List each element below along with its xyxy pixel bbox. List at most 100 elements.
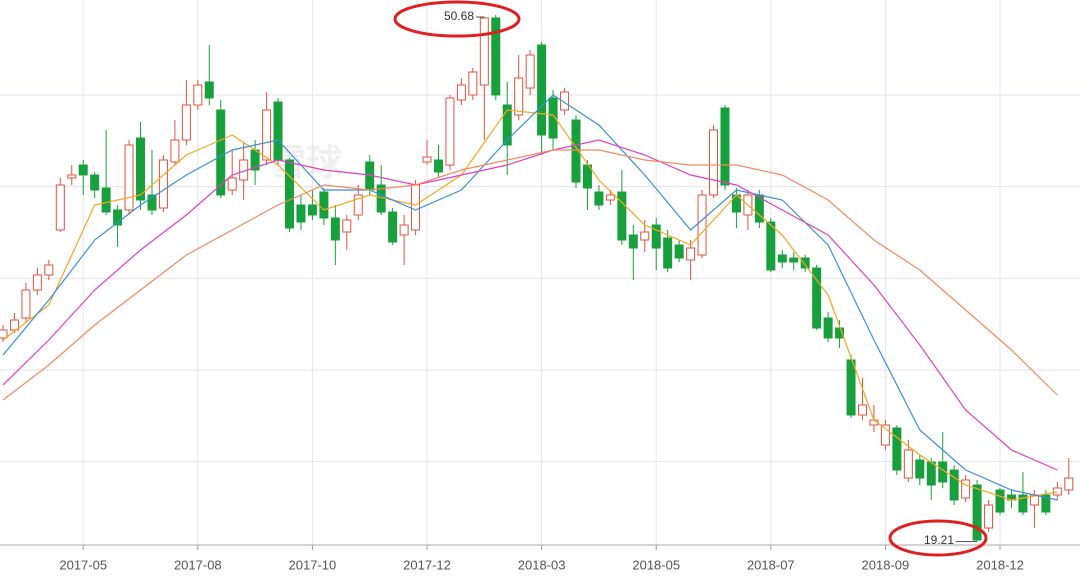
candle-body [835, 327, 845, 339]
candle-body [858, 404, 867, 416]
x-tick-label: 2017-10 [289, 557, 337, 572]
candle-body [617, 191, 627, 241]
candle-body [961, 479, 971, 499]
candle-body [262, 109, 272, 161]
moving-average [2, 149, 1058, 401]
annotation-label: 50.68 [444, 9, 474, 23]
x-tick-label: 2017-05 [59, 557, 107, 572]
candle-body [204, 81, 214, 99]
candle-body [319, 191, 329, 219]
candle-body [216, 109, 226, 196]
candle-body [388, 211, 398, 243]
candle-body [170, 139, 180, 163]
x-tick-label: 2017-12 [403, 557, 451, 572]
candle-body [227, 177, 237, 191]
candle-body [823, 317, 833, 339]
candle-body [548, 97, 558, 139]
candle-body [330, 217, 340, 241]
candle-body [514, 77, 524, 116]
candle-body [67, 174, 77, 179]
candle-body [136, 137, 146, 201]
x-tick-label: 2018-03 [518, 557, 566, 572]
candle-body [285, 159, 294, 229]
candle-body [571, 119, 581, 183]
candle-body [55, 184, 65, 231]
candle-body [525, 54, 535, 89]
candle-body [0, 329, 8, 339]
candle-body [32, 274, 42, 291]
candle-body [800, 257, 810, 269]
candle-body [812, 267, 822, 329]
candle-body [44, 264, 54, 276]
candle-body [433, 159, 443, 173]
candle-body [846, 359, 856, 416]
highlight-ellipse [888, 519, 988, 557]
moving-average [2, 94, 1058, 501]
candle-body [903, 449, 913, 479]
candle-body [468, 71, 478, 96]
candle-body [651, 224, 661, 249]
candle-body [147, 194, 157, 211]
candle-body [411, 184, 421, 231]
candle-body [101, 187, 111, 213]
moving-average [2, 109, 1058, 501]
candle-body [307, 204, 317, 216]
candle-body [582, 164, 592, 189]
candle-body [949, 469, 959, 501]
candle-body [296, 204, 306, 223]
x-tick-label: 2018-07 [747, 557, 795, 572]
candle-body [995, 489, 1005, 513]
x-tick-label: 2018-12 [976, 557, 1024, 572]
candle-body [628, 234, 638, 249]
candle-body [709, 129, 719, 196]
candle-body [193, 84, 203, 106]
candle-body [984, 504, 994, 529]
candle-body [9, 319, 19, 331]
candle-body [1018, 494, 1028, 513]
candle-body [663, 237, 673, 269]
candle-body [422, 156, 432, 163]
annotation-label: 19.21 [924, 533, 954, 547]
candle-body [456, 84, 466, 101]
candle-body [491, 17, 501, 96]
candle-body [674, 244, 684, 259]
candle-body [158, 159, 168, 209]
candle-body [560, 91, 570, 111]
candle-body [594, 191, 604, 206]
candle-body [972, 484, 982, 541]
candle-body [124, 144, 134, 211]
candle-body [181, 104, 191, 141]
x-tick-label: 2018-05 [632, 557, 680, 572]
candle-body [342, 219, 352, 233]
highlight-ellipse [393, 0, 521, 38]
candle-body [445, 97, 455, 166]
candle-body [353, 194, 363, 216]
candle-body [537, 44, 547, 136]
candle-body [21, 289, 31, 319]
candle-body [926, 461, 936, 486]
candle-body [640, 231, 650, 241]
candle-body [78, 164, 88, 176]
candle-body [720, 107, 730, 186]
candle-body [1052, 487, 1062, 496]
candle-body [273, 101, 283, 161]
candle-body [686, 247, 696, 261]
candle-body [605, 194, 615, 201]
candle-body [479, 17, 489, 86]
candle-body [502, 104, 512, 146]
candle-body [113, 209, 123, 226]
x-tick-label: 2017-08 [174, 557, 222, 572]
candle-body [1064, 477, 1074, 491]
candle-body [766, 221, 776, 271]
moving-average [2, 139, 1058, 471]
candle-body [90, 174, 100, 191]
candle-body [880, 424, 890, 446]
candle-body [697, 194, 707, 256]
candle-body [892, 427, 902, 471]
candle-body [399, 224, 409, 236]
candle-body [1041, 494, 1051, 513]
candle-body [789, 257, 799, 263]
candle-body [915, 459, 925, 479]
x-tick-label: 2018-09 [862, 557, 910, 572]
